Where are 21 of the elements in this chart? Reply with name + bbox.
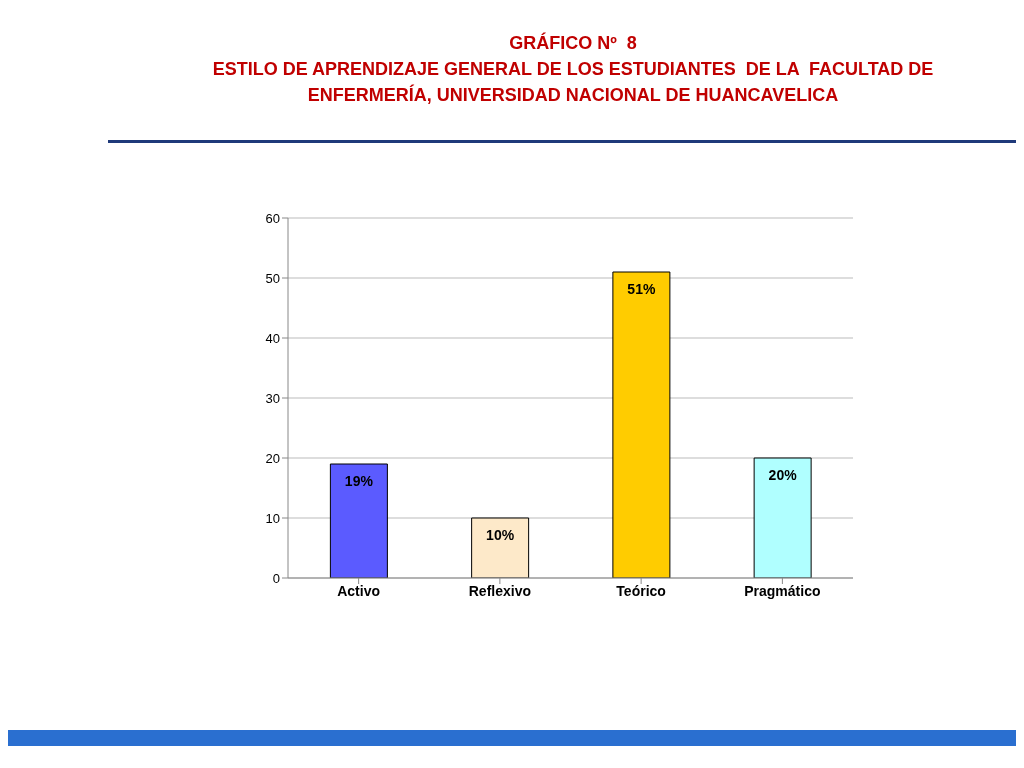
data-label: 19% <box>344 472 374 489</box>
y-tick-label: 20 <box>265 450 280 466</box>
data-label: 20% <box>768 466 798 483</box>
y-tick-label: 60 <box>265 210 280 226</box>
bar <box>612 271 671 578</box>
x-tick-label: Activo <box>337 582 381 599</box>
bar <box>753 457 812 578</box>
data-label: 10% <box>486 526 515 543</box>
y-tick-label: 40 <box>265 330 280 346</box>
x-tick-label: Reflexivo <box>468 582 531 599</box>
data-label: 51% <box>627 280 656 297</box>
y-tick-label: 10 <box>265 510 280 526</box>
bar <box>329 463 388 578</box>
y-tick-label: 30 <box>265 390 280 406</box>
y-tick-label: 50 <box>265 270 280 286</box>
bar <box>471 517 530 578</box>
chart-subtitle: ESTILO DE APRENDIZAJE GENERAL DE LOS ESTUDIANTES DE LA FACULTAD DE ENFERMERÍA, UNIVERSIDAD NACIONAL DE HUANCAVELICA <box>211 58 935 107</box>
y-tick-label: 0 <box>272 570 280 586</box>
x-tick-label: Teórico <box>616 582 666 599</box>
x-tick-label: Pragmático <box>744 582 821 599</box>
chart-title: GRÁFICO Nº 8 <box>508 31 638 55</box>
